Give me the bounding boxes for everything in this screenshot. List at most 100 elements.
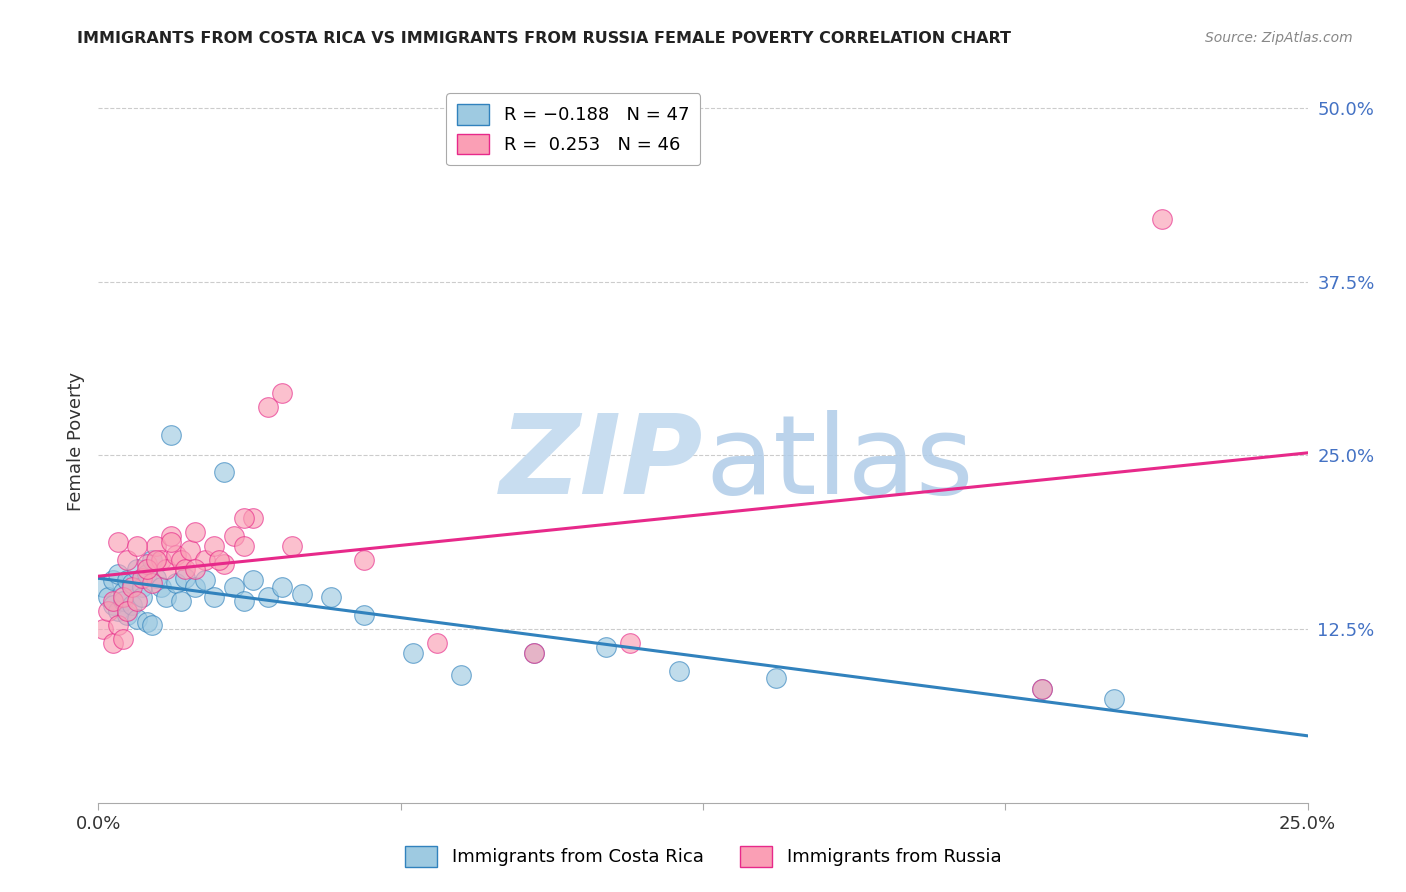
Point [353, 552, 375, 566]
Point [1031, 681, 1053, 696]
Point [121, 581, 143, 595]
Point [619, 636, 641, 650]
Point [101, 636, 124, 650]
Point [222, 581, 245, 595]
Point [111, 584, 134, 599]
Point [155, 562, 177, 576]
Point [165, 576, 187, 591]
Point [194, 574, 217, 588]
Point [179, 542, 201, 557]
Point [256, 590, 278, 604]
Text: Source: ZipAtlas.com: Source: ZipAtlas.com [1205, 31, 1353, 45]
Point [160, 529, 183, 543]
Point [101, 599, 124, 613]
Point [595, 640, 617, 655]
Point [523, 646, 546, 660]
Point [232, 594, 254, 608]
Text: IMMIGRANTS FROM COSTA RICA VS IMMIGRANTS FROM RUSSIA FEMALE POVERTY CORRELATION : IMMIGRANTS FROM COSTA RICA VS IMMIGRANTS… [77, 31, 1011, 46]
Point [1031, 681, 1053, 696]
Point [204, 539, 226, 553]
Point [107, 534, 129, 549]
Point [184, 524, 207, 539]
Point [212, 557, 235, 571]
Point [184, 562, 207, 576]
Point [242, 574, 264, 588]
Point [145, 571, 167, 585]
Point [232, 511, 254, 525]
Point [131, 571, 153, 585]
Point [127, 562, 149, 576]
Point [319, 590, 342, 604]
Point [160, 427, 183, 442]
Point [131, 581, 153, 595]
Point [1152, 212, 1174, 227]
Point [131, 590, 153, 604]
Point [668, 664, 690, 678]
Point [117, 552, 139, 566]
Point [194, 552, 217, 566]
Point [160, 534, 183, 549]
Point [174, 562, 197, 576]
Point [127, 594, 149, 608]
Text: ZIP: ZIP [499, 409, 703, 516]
Point [242, 511, 264, 525]
Point [111, 590, 134, 604]
Point [111, 594, 134, 608]
Point [145, 552, 167, 566]
Point [184, 581, 207, 595]
Point [204, 590, 226, 604]
Point [165, 549, 187, 563]
Point [232, 539, 254, 553]
Point [91, 581, 114, 595]
Point [127, 539, 149, 553]
Legend: R = −0.188   N = 47, R =  0.253   N = 46: R = −0.188 N = 47, R = 0.253 N = 46 [446, 93, 700, 165]
Point [150, 581, 173, 595]
Point [107, 604, 129, 618]
Point [353, 608, 375, 623]
Point [450, 668, 472, 682]
Point [271, 581, 294, 595]
Point [117, 574, 139, 588]
Point [101, 594, 124, 608]
Point [426, 636, 449, 650]
Point [141, 618, 163, 632]
Point [150, 552, 173, 566]
Point [523, 646, 546, 660]
Point [271, 385, 294, 400]
Point [155, 590, 177, 604]
Point [222, 529, 245, 543]
Point [212, 465, 235, 479]
Point [169, 594, 191, 608]
Point [169, 552, 191, 566]
Point [91, 622, 114, 636]
Point [290, 587, 312, 601]
Point [281, 539, 304, 553]
Point [97, 604, 120, 618]
Point [765, 671, 787, 685]
Y-axis label: Female Poverty: Female Poverty [66, 372, 84, 511]
Point [135, 562, 157, 576]
Legend: Immigrants from Costa Rica, Immigrants from Russia: Immigrants from Costa Rica, Immigrants f… [398, 838, 1008, 874]
Point [174, 571, 197, 585]
Point [135, 615, 157, 630]
Point [135, 566, 157, 581]
Point [97, 590, 120, 604]
Point [121, 576, 143, 591]
Point [107, 618, 129, 632]
Text: atlas: atlas [706, 409, 974, 516]
Point [256, 400, 278, 414]
Point [127, 612, 149, 626]
Point [1102, 691, 1125, 706]
Point [145, 539, 167, 553]
Point [402, 646, 425, 660]
Point [117, 604, 139, 618]
Point [135, 557, 157, 571]
Point [141, 576, 163, 591]
Point [101, 574, 124, 588]
Point [117, 608, 139, 623]
Point [111, 632, 134, 646]
Point [141, 552, 163, 566]
Point [208, 552, 231, 566]
Point [121, 599, 143, 613]
Point [107, 566, 129, 581]
